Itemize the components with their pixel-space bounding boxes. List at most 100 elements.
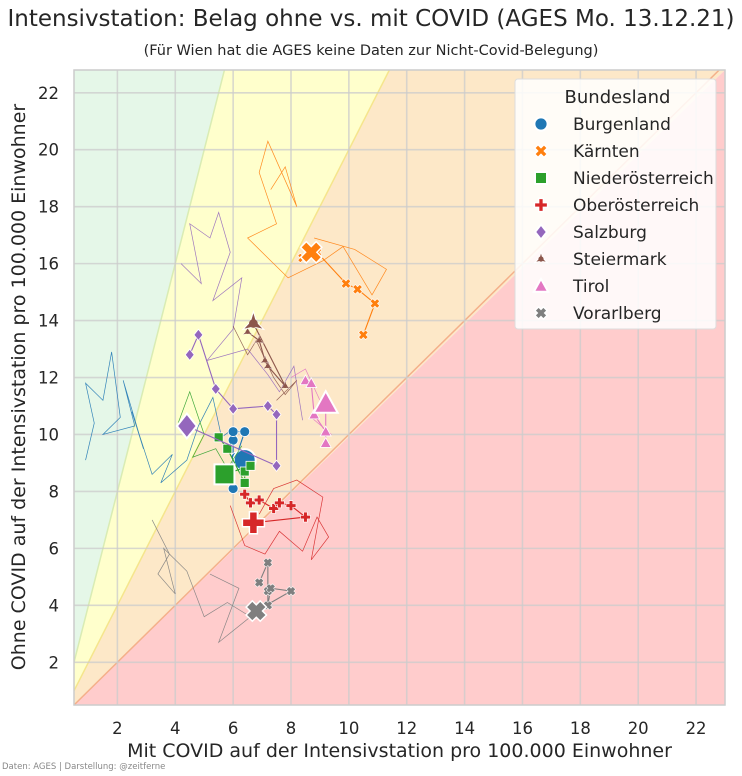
legend-marker xyxy=(532,276,550,293)
data-point xyxy=(239,489,250,500)
legend-title: Bundesland xyxy=(565,87,671,108)
ratio-line-4 xyxy=(74,70,226,663)
data-point xyxy=(285,500,297,511)
x-tick-label: 14 xyxy=(454,719,475,738)
data-point xyxy=(268,503,279,514)
plot-area xyxy=(74,70,725,705)
data-point xyxy=(245,460,256,471)
latest-data-point xyxy=(245,599,268,623)
legend-label: Kärnten xyxy=(573,142,640,162)
x-tick-label: 12 xyxy=(396,719,417,738)
y-tick-label: 2 xyxy=(49,653,60,672)
data-point xyxy=(262,557,273,568)
data-point xyxy=(254,334,265,344)
data-point xyxy=(242,326,253,335)
legend-marker-shape xyxy=(533,305,549,321)
series-trail xyxy=(229,479,330,560)
legend-box xyxy=(514,78,717,330)
data-point xyxy=(239,477,250,488)
series-trail xyxy=(180,211,303,421)
data-point xyxy=(262,360,273,370)
legend-marker xyxy=(534,171,548,185)
x-tick-label: 4 xyxy=(170,719,181,738)
legend-marker-core xyxy=(538,256,544,262)
y-axis-label: Ohne COVID auf der Intensivstation pro 1… xyxy=(8,103,30,671)
series-obersterreich xyxy=(229,479,330,560)
data-point-shape xyxy=(352,284,363,295)
legend-marker xyxy=(533,143,549,159)
data-point xyxy=(274,497,285,509)
series-recent-path xyxy=(186,333,278,467)
data-point xyxy=(308,408,321,420)
legend-marker xyxy=(533,250,549,264)
latest-data-point xyxy=(241,309,266,331)
data-point-core xyxy=(265,364,270,369)
latest-data-point-shape xyxy=(245,599,268,623)
legend-label: Niederösterreich xyxy=(573,169,714,189)
y-tick-label: 22 xyxy=(38,84,59,103)
series-krnten xyxy=(247,140,387,341)
legend-label: Oberösterreich xyxy=(573,196,699,216)
data-point-core xyxy=(245,330,250,334)
ratio-line-2 xyxy=(74,70,391,692)
series-trail xyxy=(232,326,298,401)
y-tick-label: 18 xyxy=(38,198,59,217)
data-point xyxy=(300,511,311,523)
data-point xyxy=(239,466,250,477)
latest-data-point-core xyxy=(249,319,258,328)
data-point xyxy=(253,494,265,506)
y-tick-label: 8 xyxy=(49,482,60,501)
data-point xyxy=(299,374,312,386)
legend-label: Burgenland xyxy=(573,115,671,135)
chart-subtitle: (Für Wien hat die AGES keine Daten zur N… xyxy=(143,43,599,59)
data-point-shape xyxy=(369,298,381,309)
legend: Bundesland Burgenland Kärnten Niederösterre… xyxy=(514,78,717,330)
x-tick-label: 2 xyxy=(112,719,123,738)
data-point xyxy=(193,328,204,342)
legend-label: Salzburg xyxy=(573,223,647,243)
x-tick-label: 20 xyxy=(628,719,649,738)
data-point-core xyxy=(263,358,267,363)
series-salzburg xyxy=(175,211,303,473)
legend-marker-shape xyxy=(533,143,549,159)
data-point-shape xyxy=(262,557,273,568)
legend-marker xyxy=(533,222,549,242)
data-point-core xyxy=(257,338,262,343)
latest-data-point xyxy=(213,463,236,486)
series-steiermark xyxy=(232,309,298,401)
series-niedersterreich xyxy=(177,390,256,488)
data-point xyxy=(265,583,276,594)
series-recent-path xyxy=(247,323,286,387)
legend-marker xyxy=(533,116,549,132)
data-point xyxy=(271,408,282,421)
x-tick-label: 10 xyxy=(338,719,359,738)
y-tick-label: 14 xyxy=(38,312,59,331)
data-point xyxy=(228,402,239,416)
y-tick-label: 12 xyxy=(38,369,59,388)
data-point xyxy=(369,298,381,309)
legend-label: Vorarlberg xyxy=(573,304,662,324)
data-point xyxy=(213,432,224,443)
legend-label: Tirol xyxy=(572,277,609,297)
data-point xyxy=(280,380,291,390)
data-point-core xyxy=(283,384,288,389)
series-trail xyxy=(84,351,234,484)
data-point xyxy=(239,426,251,437)
series-tirol xyxy=(290,368,340,448)
data-point xyxy=(358,329,369,341)
legend-marker xyxy=(533,197,549,213)
y-tick-label: 4 xyxy=(49,596,60,615)
latest-data-point xyxy=(175,411,199,440)
legend-marker xyxy=(533,305,549,321)
y-tick-label: 16 xyxy=(38,255,59,274)
series-vorarlberg xyxy=(151,519,296,644)
y-tick-label: 20 xyxy=(38,141,59,160)
y-tick-label: 6 xyxy=(49,539,60,558)
data-point xyxy=(286,586,296,597)
x-axis-label: Mit COVID auf der Intensivstation pro 10… xyxy=(127,740,672,762)
latest-data-point-shape xyxy=(299,240,323,264)
data-point xyxy=(340,278,352,289)
data-point-shape xyxy=(254,577,265,588)
x-tick-label: 18 xyxy=(570,719,591,738)
